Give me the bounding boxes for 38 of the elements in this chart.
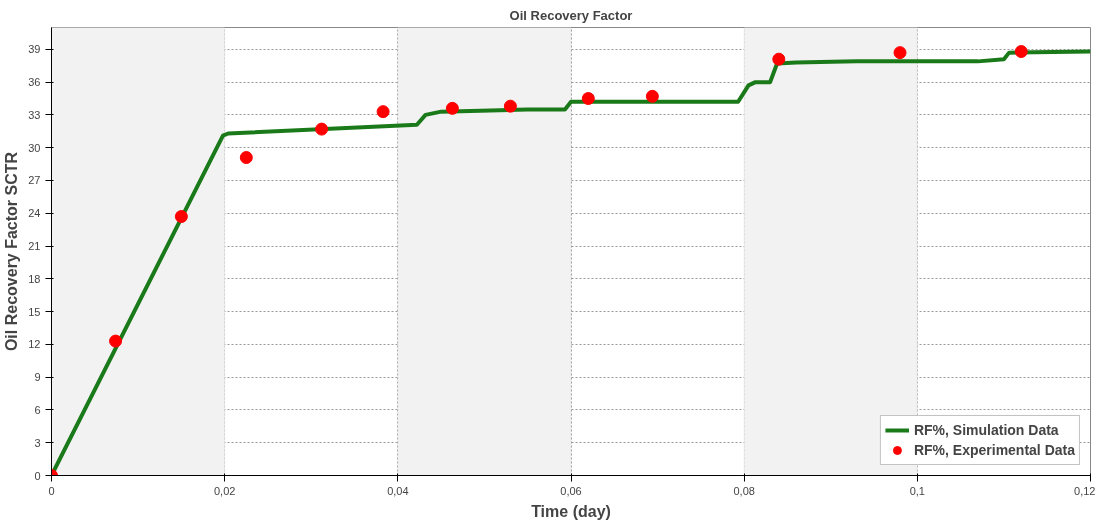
x-axis-title: Time (day): [531, 502, 611, 520]
y-axis-title: Oil Recovery Factor SCTR: [3, 151, 21, 352]
point: [315, 122, 329, 136]
x-tick-label: 0,04: [387, 484, 409, 497]
x-tick-label: 0,1: [909, 484, 925, 497]
x-tick-label: 0,06: [560, 484, 582, 497]
y-tick-label: 0: [34, 469, 41, 482]
point: [1014, 45, 1028, 59]
y-tick-label: 18: [28, 272, 41, 285]
point: [445, 101, 459, 115]
y-tick-label: 27: [28, 174, 41, 187]
point: [893, 46, 907, 60]
y-tick-label: 6: [34, 403, 41, 416]
y-tick-label: 36: [28, 76, 41, 89]
point: [581, 92, 595, 106]
x-tick-label: 0,02: [213, 484, 236, 497]
y-tick-label: 33: [28, 108, 41, 121]
point: [174, 210, 188, 224]
x-tick-label: 0,08: [733, 484, 755, 497]
x-tick-label: 0,12: [1074, 484, 1096, 497]
y-tick-label: 12: [28, 338, 41, 351]
y-tick-label: 9: [34, 371, 41, 384]
y-tick-label: 39: [28, 43, 41, 56]
y-tick-label: 3: [34, 436, 41, 449]
y-tick-label: 24: [28, 207, 41, 220]
chart-title: Oil Recovery Factor: [509, 7, 633, 23]
point: [376, 105, 390, 119]
legend-label: RF%, Experimental Data: [913, 442, 1075, 458]
y-tick-label: 21: [28, 240, 41, 253]
point: [772, 52, 786, 66]
legend-label: RF%, Simulation Data: [913, 422, 1059, 438]
point: [645, 89, 659, 103]
x-tick-label: 0: [48, 484, 55, 497]
point: [503, 99, 517, 113]
y-tick-label: 15: [28, 305, 41, 318]
point: [109, 334, 123, 348]
point: [239, 151, 253, 165]
y-tick-label: 30: [28, 141, 41, 154]
